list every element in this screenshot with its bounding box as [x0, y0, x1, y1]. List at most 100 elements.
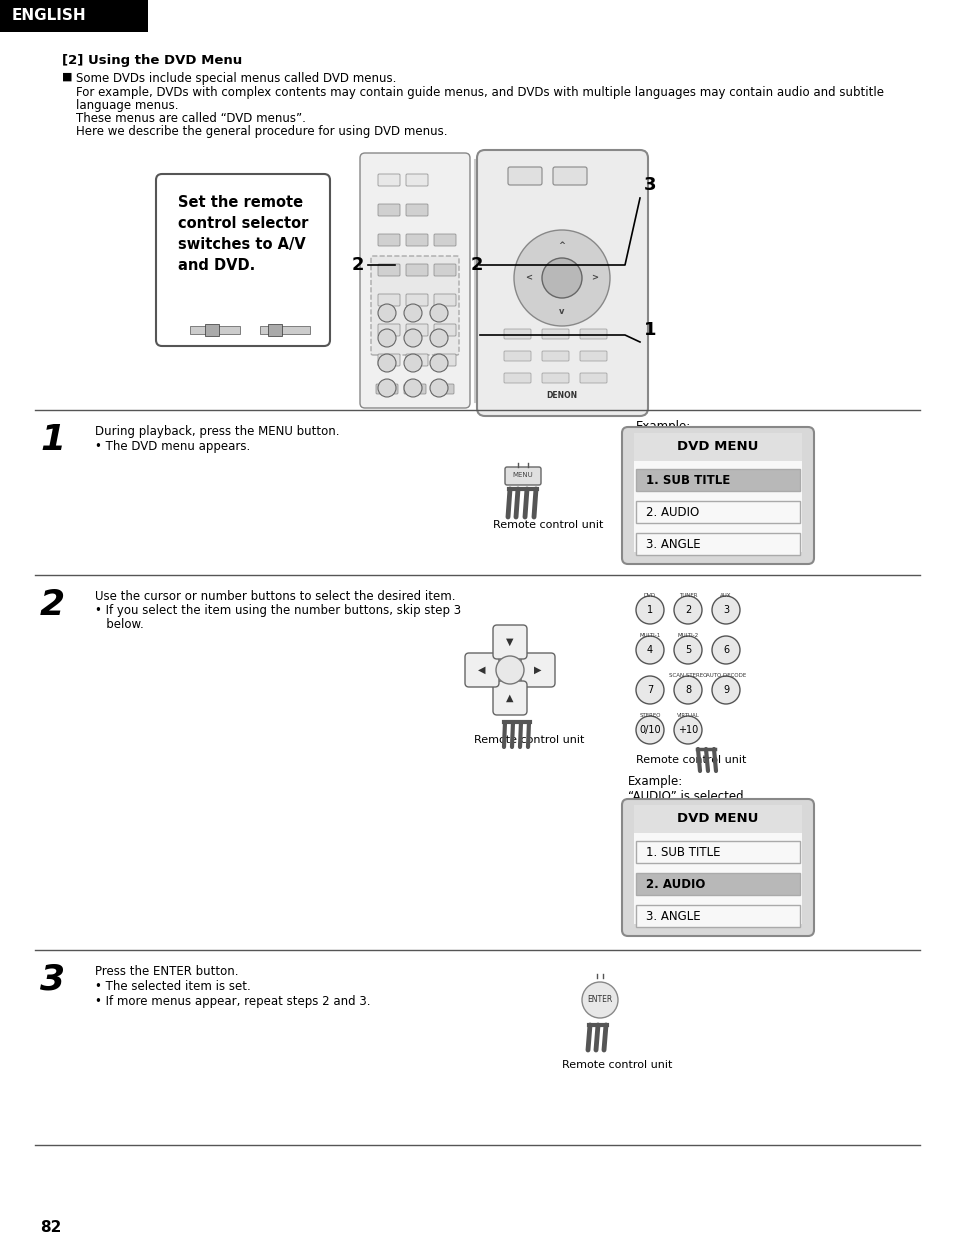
Text: DVD MENU: DVD MENU: [677, 440, 758, 454]
Text: ■: ■: [62, 72, 72, 82]
Text: • If you select the item using the number buttons, skip step 3: • If you select the item using the numbe…: [95, 604, 460, 617]
FancyBboxPatch shape: [493, 682, 526, 715]
Text: language menus.: language menus.: [76, 99, 178, 113]
FancyBboxPatch shape: [621, 427, 813, 564]
Text: Use the cursor or number buttons to select the desired item.: Use the cursor or number buttons to sele…: [95, 590, 455, 602]
Text: 3. ANGLE: 3. ANGLE: [645, 538, 700, 550]
Text: Remote control unit: Remote control unit: [493, 520, 602, 529]
FancyBboxPatch shape: [434, 324, 456, 336]
Bar: [634, 433, 801, 461]
Circle shape: [711, 636, 740, 664]
FancyBboxPatch shape: [406, 294, 428, 306]
FancyBboxPatch shape: [434, 294, 456, 306]
Text: Remote control unit: Remote control unit: [636, 755, 745, 764]
FancyBboxPatch shape: [493, 625, 526, 659]
Text: 2: 2: [352, 256, 364, 275]
Text: Remote control unit: Remote control unit: [561, 1060, 672, 1070]
Text: Remote control unit: Remote control unit: [474, 735, 584, 745]
Text: These menus are called “DVD menus”.: These menus are called “DVD menus”.: [76, 113, 306, 125]
FancyBboxPatch shape: [503, 351, 531, 361]
Text: 82: 82: [40, 1220, 61, 1235]
Text: For example, DVDs with complex contents may contain guide menus, and DVDs with m: For example, DVDs with complex contents …: [76, 87, 883, 99]
FancyBboxPatch shape: [403, 383, 426, 395]
Circle shape: [403, 379, 421, 397]
FancyBboxPatch shape: [553, 167, 586, 186]
Text: 2: 2: [684, 605, 690, 615]
FancyBboxPatch shape: [504, 468, 540, 485]
Text: v: v: [558, 307, 564, 315]
FancyBboxPatch shape: [503, 374, 531, 383]
Text: 6: 6: [722, 644, 728, 656]
Circle shape: [541, 259, 581, 298]
Text: AUTO DECODE: AUTO DECODE: [705, 673, 745, 678]
FancyBboxPatch shape: [406, 354, 428, 366]
FancyBboxPatch shape: [541, 374, 568, 383]
Text: 2: 2: [470, 256, 483, 275]
Bar: [260, 327, 310, 334]
Text: “AUDIO” is selected: “AUDIO” is selected: [627, 790, 742, 803]
FancyBboxPatch shape: [579, 351, 606, 361]
Text: 7: 7: [646, 685, 653, 695]
FancyBboxPatch shape: [377, 354, 399, 366]
Text: Example:: Example:: [636, 421, 691, 433]
FancyBboxPatch shape: [406, 204, 428, 216]
FancyBboxPatch shape: [579, 374, 606, 383]
Bar: [190, 327, 240, 334]
Text: • If more menus appear, repeat steps 2 and 3.: • If more menus appear, repeat steps 2 a…: [95, 995, 370, 1008]
FancyBboxPatch shape: [377, 294, 399, 306]
Bar: [634, 805, 801, 833]
Text: 2. AUDIO: 2. AUDIO: [645, 506, 699, 518]
Circle shape: [430, 329, 448, 348]
Text: ^: ^: [558, 240, 565, 250]
Bar: [634, 811, 801, 924]
Bar: [636, 841, 800, 863]
Text: SCAN STEREO: SCAN STEREO: [668, 673, 706, 678]
Circle shape: [377, 354, 395, 372]
Text: +10: +10: [678, 725, 698, 735]
Bar: [636, 873, 800, 896]
Text: ◀: ◀: [477, 666, 485, 675]
Text: STEREO: STEREO: [639, 713, 660, 717]
Text: 3: 3: [643, 176, 656, 194]
FancyBboxPatch shape: [503, 329, 531, 339]
FancyBboxPatch shape: [507, 167, 541, 186]
Circle shape: [673, 636, 701, 664]
FancyBboxPatch shape: [434, 354, 456, 366]
Bar: [636, 905, 800, 927]
FancyBboxPatch shape: [377, 263, 399, 276]
Text: DVD MENU: DVD MENU: [677, 813, 758, 825]
FancyBboxPatch shape: [432, 383, 454, 395]
Circle shape: [581, 982, 618, 1018]
FancyBboxPatch shape: [371, 256, 458, 355]
FancyBboxPatch shape: [406, 263, 428, 276]
Bar: [636, 469, 800, 491]
Text: >: >: [591, 273, 598, 282]
Circle shape: [636, 636, 663, 664]
Circle shape: [673, 675, 701, 704]
Text: MULTI-2: MULTI-2: [677, 633, 698, 638]
Bar: [636, 501, 800, 523]
Text: TUNER: TUNER: [678, 593, 697, 597]
FancyBboxPatch shape: [541, 351, 568, 361]
Text: ▼: ▼: [506, 637, 514, 647]
FancyBboxPatch shape: [541, 329, 568, 339]
FancyBboxPatch shape: [434, 263, 456, 276]
Text: Press the ENTER button.: Press the ENTER button.: [95, 965, 238, 978]
Text: 3: 3: [722, 605, 728, 615]
Text: 1. SUB TITLE: 1. SUB TITLE: [645, 846, 720, 858]
Circle shape: [673, 716, 701, 743]
Text: <: <: [525, 273, 532, 282]
FancyBboxPatch shape: [377, 324, 399, 336]
Circle shape: [636, 675, 663, 704]
Text: 2. AUDIO: 2. AUDIO: [645, 877, 704, 891]
Text: MULTI-1: MULTI-1: [639, 633, 659, 638]
FancyBboxPatch shape: [377, 174, 399, 186]
FancyBboxPatch shape: [377, 234, 399, 246]
Text: 0/10: 0/10: [639, 725, 660, 735]
Circle shape: [403, 329, 421, 348]
Text: [2] Using the DVD Menu: [2] Using the DVD Menu: [62, 54, 242, 67]
Text: Set the remote
control selector
switches to A/V
and DVD.: Set the remote control selector switches…: [177, 195, 308, 273]
Circle shape: [514, 230, 609, 327]
Circle shape: [430, 354, 448, 372]
Circle shape: [636, 596, 663, 623]
